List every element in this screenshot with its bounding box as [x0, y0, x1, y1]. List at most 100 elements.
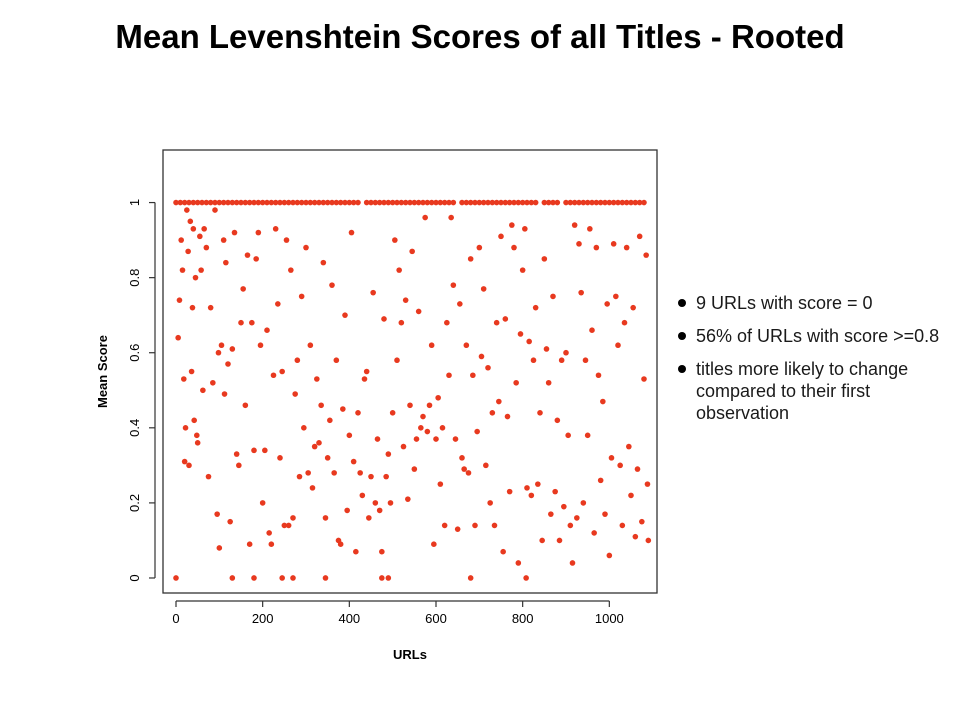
data-point [175, 334, 181, 341]
data-point [413, 436, 420, 442]
data-point [567, 522, 574, 529]
data-point [194, 432, 200, 439]
data-point [194, 440, 201, 446]
bullet-dot-icon [678, 332, 686, 340]
data-point [178, 237, 184, 243]
data-point [509, 222, 515, 228]
x-tick-label: 600 [425, 611, 447, 626]
data-point [385, 575, 392, 581]
data-point [316, 199, 322, 206]
data-point [327, 417, 333, 424]
data-point [626, 443, 632, 450]
data-point [363, 199, 370, 206]
data-point [383, 473, 389, 480]
data-point [615, 199, 621, 206]
data-point [422, 214, 428, 221]
data-point [220, 237, 227, 243]
data-point [379, 548, 385, 555]
data-point [424, 428, 431, 435]
data-point [264, 199, 270, 206]
data-point [311, 443, 318, 450]
data-point [198, 267, 204, 273]
data-point [467, 256, 474, 262]
data-point [415, 199, 422, 206]
data-point [517, 331, 524, 337]
data-point [176, 297, 183, 303]
data-point [523, 575, 529, 581]
data-point [294, 357, 301, 364]
data-point [173, 575, 179, 581]
data-point [296, 473, 303, 480]
data-point [262, 447, 268, 454]
data-point [272, 199, 279, 206]
data-point [223, 259, 229, 266]
data-point [215, 349, 222, 356]
data-point [493, 319, 500, 326]
data-point [220, 199, 227, 206]
data-point [277, 455, 283, 461]
data-point [392, 237, 398, 243]
data-point [465, 470, 472, 476]
data-point [207, 304, 214, 311]
data-point [381, 199, 387, 206]
data-point [266, 530, 272, 536]
data-point [606, 199, 613, 206]
data-point [322, 575, 329, 581]
data-point [229, 199, 236, 206]
data-point [381, 316, 387, 322]
data-point [574, 515, 580, 521]
data-point [587, 226, 593, 232]
data-point [450, 199, 457, 206]
data-point [539, 537, 545, 544]
data-point [318, 402, 324, 409]
data-point [463, 342, 470, 349]
data-point [563, 349, 569, 356]
data-point [320, 259, 327, 266]
data-point [359, 492, 366, 499]
data-point [199, 199, 205, 206]
data-point [379, 575, 385, 581]
data-point [396, 267, 402, 273]
data-point [452, 436, 459, 442]
data-point [454, 526, 461, 532]
data-point [437, 481, 444, 487]
data-point [530, 357, 537, 364]
data-point [617, 462, 623, 469]
data-point [643, 252, 649, 258]
data-point [272, 226, 279, 232]
data-point [251, 575, 257, 581]
data-point [316, 440, 322, 446]
data-point [589, 327, 595, 334]
data-point [480, 286, 487, 292]
data-point [476, 199, 483, 206]
data-point [636, 233, 643, 240]
data-point [333, 357, 340, 364]
data-point [571, 222, 578, 228]
data-point [288, 267, 294, 273]
data-point [548, 511, 554, 517]
data-point [552, 488, 558, 495]
data-point [225, 199, 231, 206]
data-point [400, 443, 407, 450]
data-point [461, 466, 467, 472]
data-point [597, 477, 604, 484]
bullet-item: 9 URLs with score = 0 [676, 292, 956, 314]
data-point [259, 500, 266, 506]
data-point [526, 338, 532, 345]
data-point [329, 282, 335, 288]
data-point [205, 473, 212, 480]
data-point [177, 199, 184, 206]
data-point [628, 492, 634, 499]
data-point [641, 376, 647, 382]
x-tick-label: 200 [252, 611, 274, 626]
data-point [593, 244, 600, 251]
data-point [370, 289, 376, 296]
data-point [275, 301, 281, 307]
data-point [402, 297, 409, 303]
data-point [621, 319, 628, 326]
data-point [602, 511, 608, 517]
data-point [194, 199, 201, 206]
data-point [532, 304, 539, 311]
data-point [385, 199, 392, 206]
data-point [298, 199, 305, 206]
